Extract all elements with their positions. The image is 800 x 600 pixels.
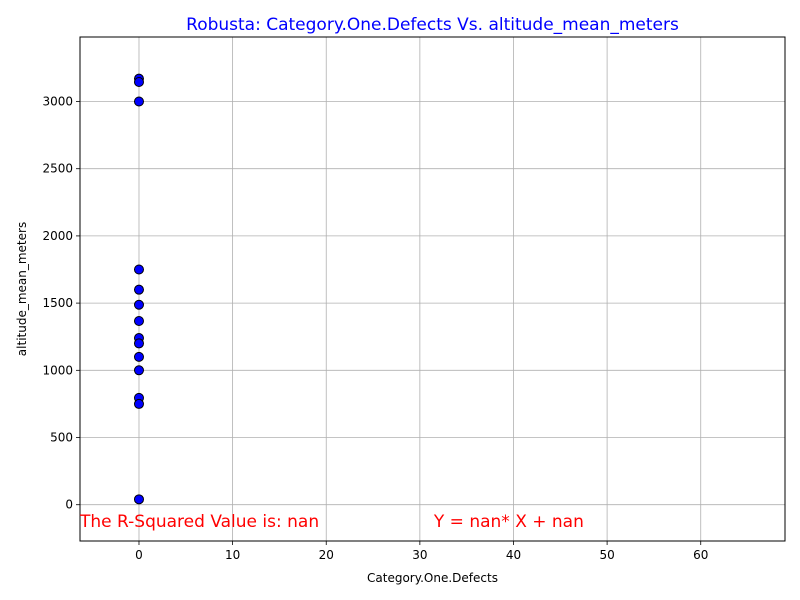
scatter-point bbox=[133, 264, 144, 275]
scatter-point bbox=[133, 351, 144, 362]
y-tick-label: 1000 bbox=[42, 363, 73, 377]
scatter-point bbox=[133, 284, 144, 295]
scatter-point bbox=[133, 365, 144, 376]
y-tick-label: 1500 bbox=[42, 296, 73, 310]
x-axis-label: Category.One.Defects bbox=[367, 571, 498, 585]
scatter-point bbox=[133, 338, 144, 349]
scatter-point bbox=[133, 494, 144, 505]
x-tick-label: 20 bbox=[319, 548, 334, 562]
y-tick-label: 500 bbox=[50, 431, 73, 445]
y-tick-label: 2500 bbox=[42, 162, 73, 176]
y-tick-label: 2000 bbox=[42, 229, 73, 243]
x-axis-ticks: 0 10 20 30 40 50 60 bbox=[135, 541, 708, 562]
grid-lines bbox=[80, 37, 785, 541]
x-tick-label: 30 bbox=[412, 548, 427, 562]
chart-title: Robusta: Category.One.Defects Vs. altitu… bbox=[186, 15, 679, 35]
x-tick-label: 60 bbox=[693, 548, 708, 562]
scatter-point bbox=[133, 398, 144, 409]
annotations: The R-Squared Value is: nan Y = nan* X + … bbox=[79, 512, 584, 532]
x-tick-label: 50 bbox=[599, 548, 614, 562]
scatter-point bbox=[133, 315, 144, 326]
scatter-point bbox=[133, 299, 144, 310]
x-tick-label: 0 bbox=[135, 548, 143, 562]
x-tick-label: 40 bbox=[506, 548, 521, 562]
x-tick-label: 10 bbox=[225, 548, 240, 562]
annotation-text: The R-Squared Value is: nan bbox=[79, 512, 319, 532]
annotation-text: Y = nan* X + nan bbox=[433, 512, 584, 532]
scatter-points bbox=[133, 73, 144, 505]
y-axis-label: altitude_mean_meters bbox=[15, 222, 29, 356]
scatter-point bbox=[133, 96, 144, 107]
scatter-point bbox=[133, 77, 144, 88]
plot-frame bbox=[79, 36, 786, 542]
y-axis-ticks: 0 500 1000 1500 2000 2500 3000 bbox=[42, 95, 80, 512]
y-tick-label: 0 bbox=[65, 498, 73, 512]
y-tick-label: 3000 bbox=[42, 95, 73, 109]
